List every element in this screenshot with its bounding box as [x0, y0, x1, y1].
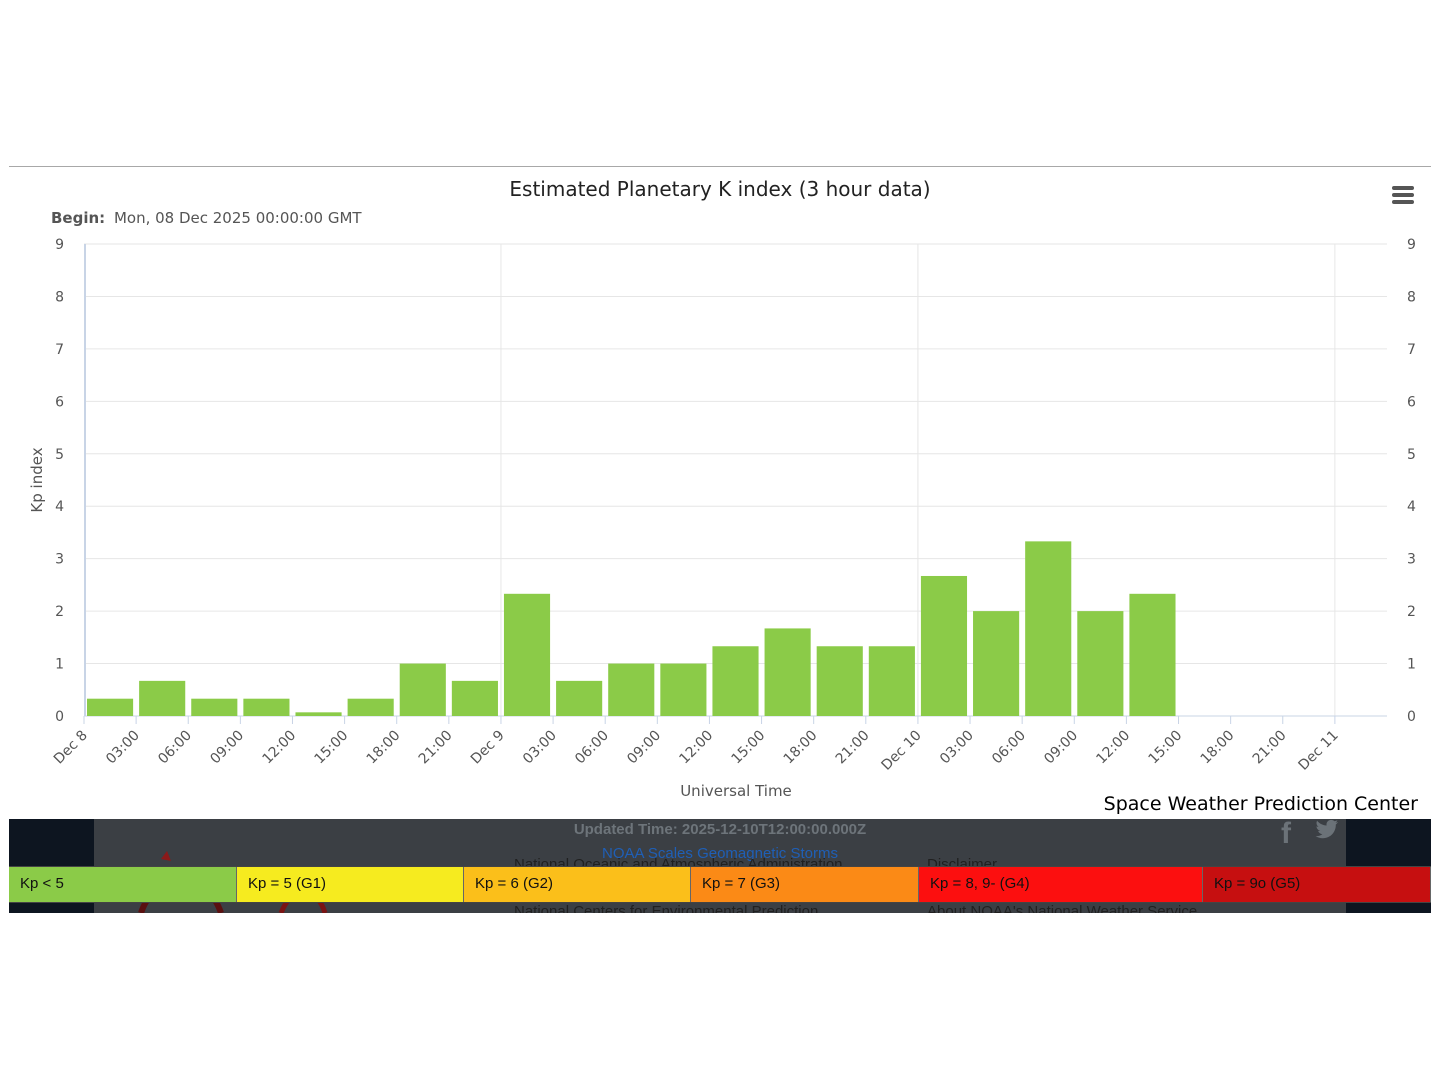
- x-tick-label: 21:00: [1250, 728, 1290, 768]
- kp-bar[interactable]: [608, 663, 655, 716]
- x-tick-label: 12:00: [676, 728, 716, 768]
- y-tick-label-left: 3: [55, 552, 64, 568]
- y-tick-label-left: 7: [55, 342, 64, 358]
- credit-text: Space Weather Prediction Center: [1103, 793, 1418, 815]
- x-tick-label: Dec 10: [879, 728, 925, 774]
- legend-item: Kp = 5 (G1): [237, 867, 464, 902]
- x-tick-label: 03:00: [937, 728, 977, 768]
- facebook-icon[interactable]: f: [1281, 819, 1291, 850]
- chart-menu-icon[interactable]: [1392, 186, 1416, 206]
- legend-item: Kp < 5: [9, 867, 237, 902]
- x-tick-label: Dec 9: [468, 728, 508, 768]
- kp-bar[interactable]: [816, 646, 863, 716]
- x-axis-label: Universal Time: [680, 782, 792, 800]
- y-axis-label: Kp index: [28, 447, 46, 512]
- chart-subtitle: Begin: Mon, 08 Dec 2025 00:00:00 GMT: [51, 209, 362, 227]
- x-tick-label: 18:00: [364, 728, 404, 768]
- y-tick-label-right: 7: [1407, 342, 1416, 358]
- subtitle-label: Begin:: [51, 209, 105, 227]
- x-tick-label: 12:00: [259, 728, 299, 768]
- y-tick-label-left: 9: [55, 237, 64, 253]
- kp-bar[interactable]: [556, 680, 603, 716]
- about-nws-link[interactable]: About NOAA's National Weather Service: [927, 903, 1198, 913]
- kp-bar[interactable]: [139, 680, 186, 716]
- kp-bar[interactable]: [868, 646, 915, 716]
- x-tick-label: 21:00: [416, 728, 456, 768]
- kp-bar[interactable]: [660, 663, 707, 716]
- twitter-icon[interactable]: [1315, 819, 1339, 841]
- y-tick-label-right: 8: [1407, 289, 1416, 305]
- updated-time: Updated Time: 2025-12-10T12:00:00.000Z: [573, 821, 867, 838]
- kp-bar[interactable]: [1025, 541, 1072, 716]
- x-tick-label: 12:00: [1093, 728, 1133, 768]
- legend-item: Kp = 7 (G3): [691, 867, 919, 902]
- chart-title: Estimated Planetary K index (3 hour data…: [509, 177, 930, 201]
- y-tick-label-left: 5: [55, 447, 64, 463]
- kp-scale-legend: Kp < 5 Kp = 5 (G1) Kp = 6 (G2) Kp = 7 (G3) K…: [9, 866, 1431, 903]
- grid-layer: [84, 243, 1387, 717]
- kp-bar[interactable]: [347, 698, 394, 716]
- x-tick-label: 06:00: [155, 728, 195, 768]
- noaa-scales-link[interactable]: NOAA Scales Geomagnetic Storms: [602, 845, 838, 862]
- y-tick-label-left: 2: [55, 604, 64, 620]
- legend-item: Kp = 9o (G5): [1203, 867, 1431, 902]
- x-tick-label: 21:00: [833, 728, 873, 768]
- x-tick-label: Dec 8: [51, 728, 91, 768]
- x-tick-label: Dec 11: [1295, 728, 1341, 774]
- kp-bar[interactable]: [920, 575, 968, 716]
- social-links: f: [1267, 819, 1347, 850]
- y-tick-label-right: 2: [1407, 604, 1416, 620]
- y-tick-label-right: 5: [1407, 447, 1416, 463]
- legend-item: Kp = 6 (G2): [464, 867, 691, 902]
- y-tick-label-right: 4: [1407, 499, 1416, 515]
- x-tick-label: 06:00: [989, 728, 1029, 768]
- y-tick-label-right: 0: [1407, 709, 1416, 725]
- y-tick-label-right: 1: [1407, 657, 1416, 673]
- x-tick-label: 06:00: [572, 728, 612, 768]
- kp-bar[interactable]: [712, 646, 759, 716]
- kp-bar[interactable]: [191, 698, 238, 716]
- x-tick-label: 15:00: [1145, 728, 1185, 768]
- legend-item: Kp = 8, 9- (G4): [919, 867, 1203, 902]
- x-tick-label: 09:00: [624, 728, 664, 768]
- x-tick-label: 15:00: [312, 728, 352, 768]
- ncep-link[interactable]: National Centers for Environmental Predi…: [514, 903, 819, 913]
- kp-bar[interactable]: [1129, 593, 1176, 716]
- kp-bar[interactable]: [503, 593, 551, 716]
- kp-bar[interactable]: [243, 698, 290, 716]
- kp-bar[interactable]: [87, 698, 134, 716]
- x-tick-label: 09:00: [207, 728, 247, 768]
- x-tick-label: 15:00: [729, 728, 769, 768]
- y-tick-label-right: 9: [1407, 237, 1416, 253]
- kp-bar[interactable]: [1077, 611, 1124, 716]
- kp-bar[interactable]: [973, 611, 1020, 716]
- y-tick-label-left: 1: [55, 657, 64, 673]
- kp-bar[interactable]: [764, 628, 811, 716]
- y-tick-label-left: 6: [55, 394, 64, 410]
- y-tick-label-left: 4: [55, 499, 64, 515]
- kp-index-chart: Estimated Planetary K index (3 hour data…: [28, 177, 1416, 800]
- kp-bar[interactable]: [295, 712, 342, 716]
- kp-bar[interactable]: [399, 663, 446, 716]
- y-tick-label-left: 0: [55, 709, 64, 725]
- bar-layer: [87, 541, 1176, 716]
- kp-bar[interactable]: [451, 680, 498, 716]
- x-tick-label: 09:00: [1041, 728, 1081, 768]
- x-tick-label: 03:00: [103, 728, 143, 768]
- x-tick-label: 03:00: [520, 728, 560, 768]
- y-tick-label-right: 6: [1407, 394, 1416, 410]
- x-tick-label: 18:00: [781, 728, 821, 768]
- x-tick-label: 18:00: [1198, 728, 1238, 768]
- subtitle-value: Mon, 08 Dec 2025 00:00:00 GMT: [114, 209, 362, 227]
- top-divider: [9, 166, 1431, 167]
- y-tick-label-right: 3: [1407, 552, 1416, 568]
- y-tick-label-left: 8: [55, 289, 64, 305]
